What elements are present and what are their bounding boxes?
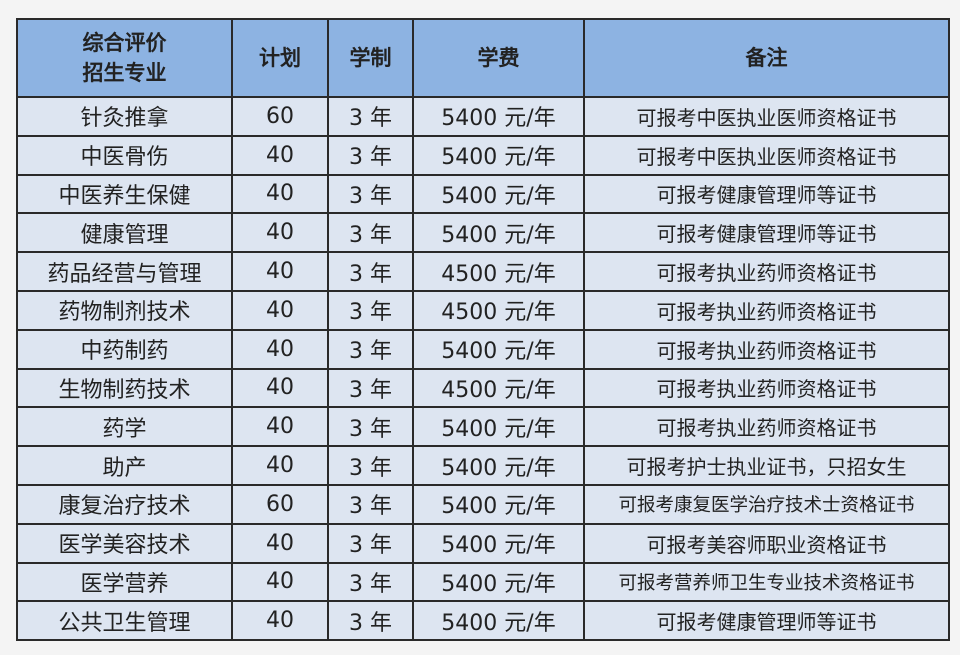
table-row: 康复治疗技术 60 3 年 5400 元/年 可报考康复医学治疗技术士资格证书 [16, 483, 950, 525]
major-cell: 中医养生保健 [16, 173, 233, 215]
duration-cell: 3 年 [327, 445, 414, 486]
notes-cell: 可报考中医执业医师资格证书 [583, 96, 950, 137]
tuition-cell: 5400 元/年 [412, 96, 585, 137]
tuition-cell: 5400 元/年 [412, 561, 585, 603]
notes-cell: 可报考执业药师资格证书 [583, 328, 950, 370]
duration-cell: 3 年 [327, 289, 414, 331]
plan-cell: 40 [231, 212, 329, 254]
major-cell: 公共卫生管理 [16, 600, 233, 642]
plan-cell: 40 [231, 251, 329, 292]
tuition-cell: 5400 元/年 [412, 522, 585, 564]
notes-cell: 可报考执业药师资格证书 [583, 367, 950, 409]
plan-cell: 60 [231, 483, 329, 525]
notes-cell: 可报考健康管理师等证书 [583, 212, 950, 254]
notes-cell: 可报考健康管理师等证书 [583, 600, 950, 642]
duration-cell: 3 年 [327, 328, 414, 370]
major-cell: 中医骨伤 [16, 134, 233, 176]
duration-cell: 3 年 [327, 522, 414, 564]
plan-cell: 40 [231, 328, 329, 370]
major-cell: 健康管理 [16, 212, 233, 254]
tuition-cell: 5400 元/年 [412, 483, 585, 525]
notes-cell: 可报考执业药师资格证书 [583, 406, 950, 448]
table-row: 中医养生保健 40 3 年 5400 元/年 可报考健康管理师等证书 [16, 173, 950, 215]
major-cell: 药学 [16, 406, 233, 448]
duration-cell: 3 年 [327, 600, 414, 642]
tuition-cell: 4500 元/年 [412, 289, 585, 331]
duration-cell: 3 年 [327, 134, 414, 176]
tuition-cell: 5400 元/年 [412, 600, 585, 642]
duration-cell: 3 年 [327, 406, 414, 448]
plan-cell: 40 [231, 522, 329, 564]
notes-cell: 可报考康复医学治疗技术士资格证书 [583, 483, 950, 525]
duration-cell: 3 年 [327, 367, 414, 409]
plan-cell: 40 [231, 600, 329, 642]
tuition-cell: 4500 元/年 [412, 367, 585, 409]
plan-cell: 40 [231, 173, 329, 215]
major-cell: 生物制药技术 [16, 367, 233, 409]
duration-cell: 3 年 [327, 561, 414, 603]
header-plan: 计划 [231, 18, 329, 98]
table-row: 针灸推拿 60 3 年 5400 元/年 可报考中医执业医师资格证书 [16, 96, 950, 137]
tuition-cell: 5400 元/年 [412, 212, 585, 254]
major-cell: 中药制药 [16, 328, 233, 370]
duration-cell: 3 年 [327, 96, 414, 137]
major-cell: 药物制剂技术 [16, 289, 233, 331]
table-row: 药学 40 3 年 5400 元/年 可报考执业药师资格证书 [16, 406, 950, 448]
header-major-line2: 招生专业 [82, 61, 167, 85]
table-row: 医学营养 40 3 年 5400 元/年 可报考营养师卫生专业技术资格证书 [16, 561, 950, 603]
plan-cell: 40 [231, 406, 329, 448]
table-row: 助产 40 3 年 5400 元/年 可报考护士执业证书，只招女生 [16, 445, 950, 486]
major-cell: 康复治疗技术 [16, 483, 233, 525]
table-row: 药品经营与管理 40 3 年 4500 元/年 可报考执业药师资格证书 [16, 251, 950, 292]
major-cell: 药品经营与管理 [16, 251, 233, 292]
table-row: 健康管理 40 3 年 5400 元/年 可报考健康管理师等证书 [16, 212, 950, 254]
table-row: 公共卫生管理 40 3 年 5400 元/年 可报考健康管理师等证书 [16, 600, 950, 642]
duration-cell: 3 年 [327, 212, 414, 254]
tuition-cell: 5400 元/年 [412, 328, 585, 370]
header-notes: 备注 [583, 18, 950, 98]
table-row: 医学美容技术 40 3 年 5400 元/年 可报考美容师职业资格证书 [16, 522, 950, 564]
plan-cell: 40 [231, 134, 329, 176]
notes-cell: 可报考中医执业医师资格证书 [583, 134, 950, 176]
header-major: 综合评价 招生专业 [16, 18, 233, 98]
notes-cell: 可报考执业药师资格证书 [583, 289, 950, 331]
notes-cell: 可报考营养师卫生专业技术资格证书 [583, 561, 950, 603]
header-row: 综合评价招生专业 计划 学制 学费 备注 [16, 18, 950, 98]
duration-cell: 3 年 [327, 173, 414, 215]
tuition-cell: 5400 元/年 [412, 134, 585, 176]
notes-cell: 可报考执业药师资格证书 [583, 251, 950, 292]
tuition-cell: 5400 元/年 [412, 445, 585, 486]
enrollment-table: 综合评价 招生专业 计划 学制 学费 备注 针灸推拿 60 3 年 5400 元/年 可报… [16, 18, 950, 642]
header-major-line1: 综合评价 [82, 31, 167, 55]
major-cell: 针灸推拿 [16, 96, 233, 137]
table-row: 生物制药技术 40 3 年 4500 元/年 可报考执业药师资格证书 [16, 367, 950, 409]
duration-cell: 3 年 [327, 251, 414, 292]
tuition-cell: 5400 元/年 [412, 406, 585, 448]
table-row: 中医骨伤 40 3 年 5400 元/年 可报考中医执业医师资格证书 [16, 134, 950, 176]
plan-cell: 40 [231, 289, 329, 331]
major-cell: 助产 [16, 445, 233, 486]
table-row: 中药制药 40 3 年 5400 元/年 可报考执业药师资格证书 [16, 328, 950, 370]
plan-cell: 40 [231, 445, 329, 486]
notes-cell: 可报考美容师职业资格证书 [583, 522, 950, 564]
major-cell: 医学美容技术 [16, 522, 233, 564]
plan-cell: 40 [231, 561, 329, 603]
plan-cell: 40 [231, 367, 329, 409]
table-row: 药物制剂技术 40 3 年 4500 元/年 可报考执业药师资格证书 [16, 289, 950, 331]
header-duration: 学制 [327, 18, 414, 98]
plan-cell: 60 [231, 96, 329, 137]
notes-cell: 可报考护士执业证书，只招女生 [583, 445, 950, 486]
tuition-cell: 5400 元/年 [412, 173, 585, 215]
tuition-cell: 4500 元/年 [412, 251, 585, 292]
notes-cell: 可报考健康管理师等证书 [583, 173, 950, 215]
duration-cell: 3 年 [327, 483, 414, 525]
header-tuition: 学费 [412, 18, 585, 98]
major-cell: 医学营养 [16, 561, 233, 603]
